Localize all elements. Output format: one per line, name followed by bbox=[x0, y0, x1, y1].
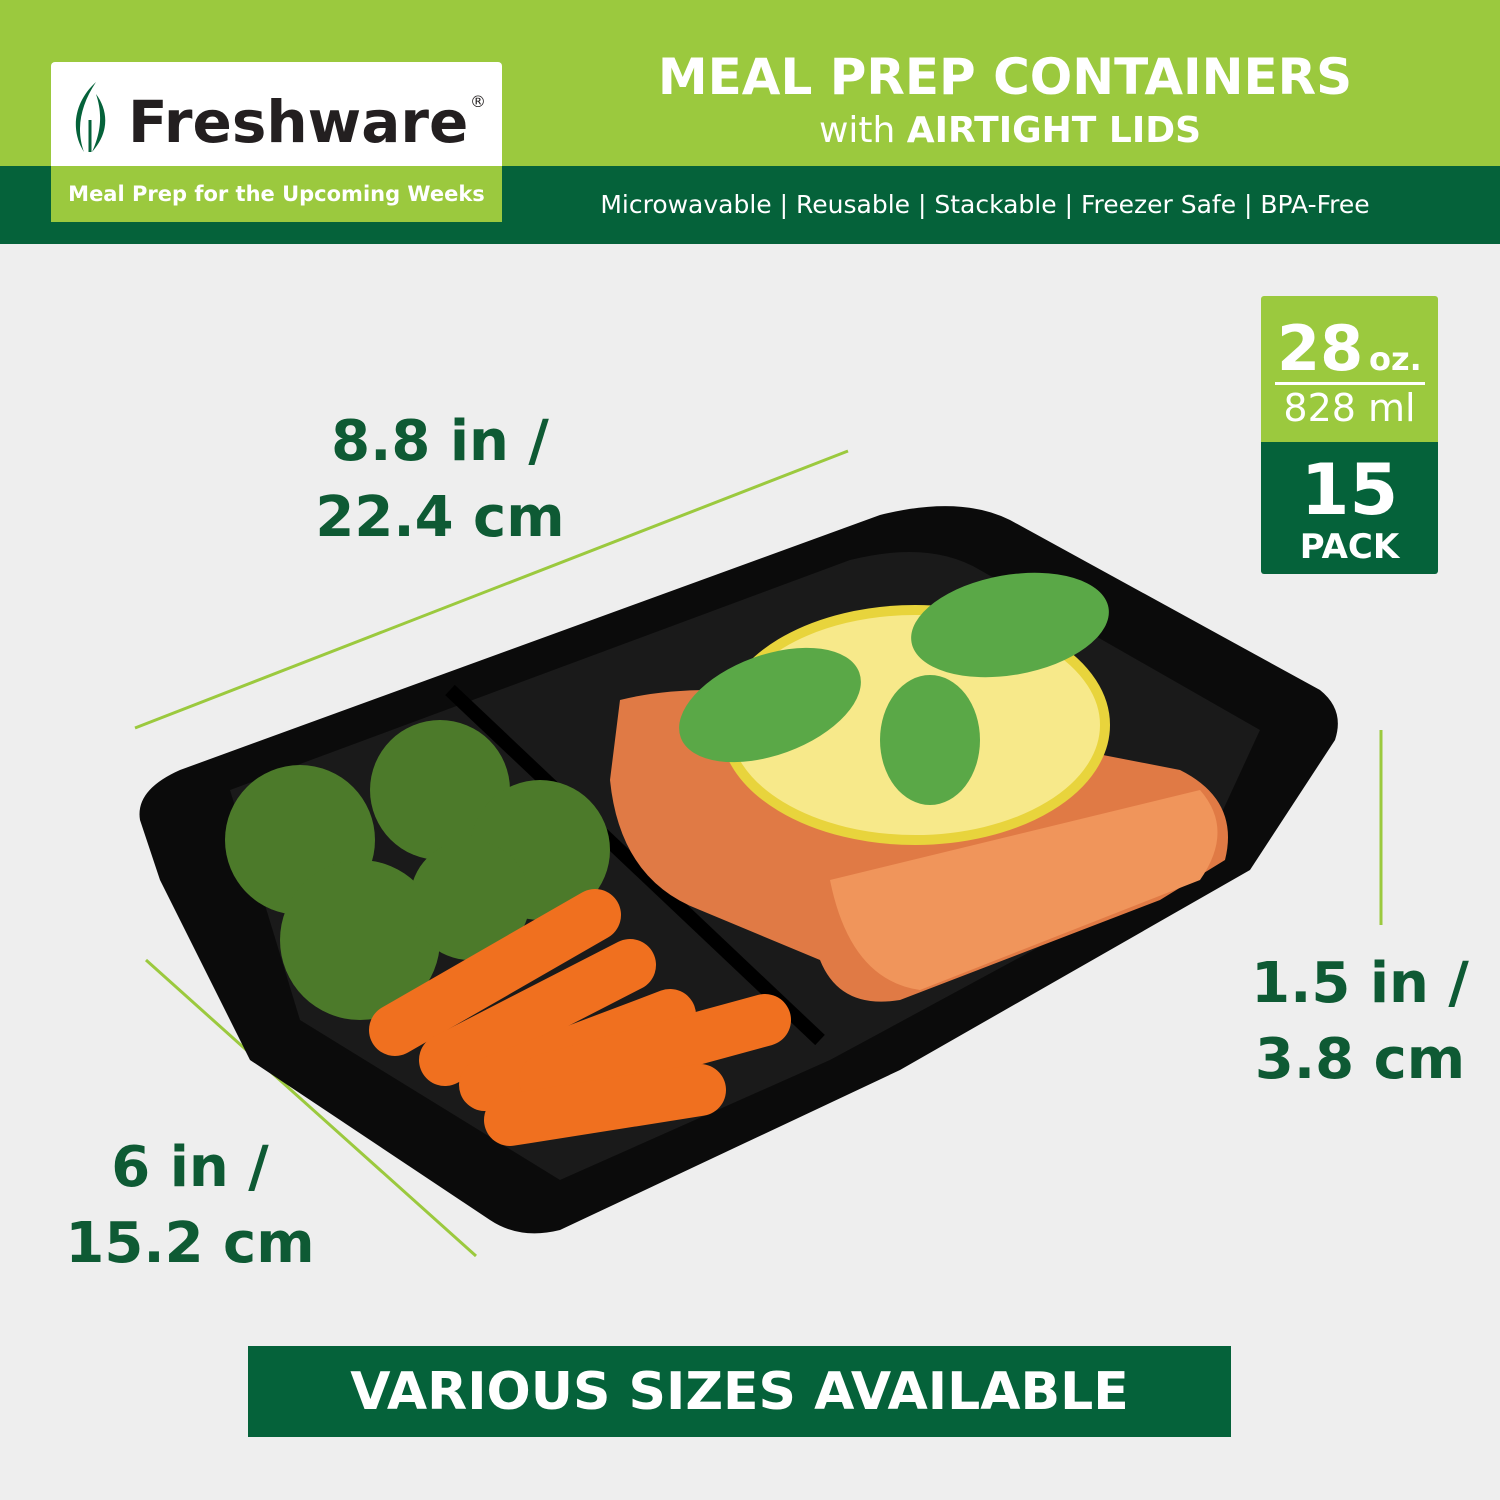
length-imperial: 8.8 in / bbox=[331, 409, 549, 474]
width-dimension: 6 in / 15.2 cm bbox=[50, 1130, 330, 1282]
pack-label: PACK bbox=[1299, 527, 1400, 567]
page-title: MEAL PREP CONTAINERS bbox=[657, 48, 1353, 106]
length-metric: 22.4 cm bbox=[315, 485, 565, 550]
brand-name: Freshware bbox=[128, 88, 469, 156]
subtitle-prefix: with bbox=[818, 110, 896, 151]
height-metric: 3.8 cm bbox=[1254, 1027, 1466, 1092]
feature-list: Microwavable | Reusable | Stackable | Fr… bbox=[600, 190, 1370, 219]
capacity-pack-badge: 28 oz. 828 ml 15 PACK bbox=[1261, 296, 1438, 574]
capacity-unit: oz. bbox=[1369, 340, 1422, 378]
capacity-value: 28 bbox=[1277, 312, 1364, 385]
length-line bbox=[134, 449, 849, 730]
width-metric: 15.2 cm bbox=[65, 1211, 315, 1276]
height-imperial: 1.5 in / bbox=[1251, 951, 1469, 1016]
page-subtitle: with AIRTIGHT LIDS bbox=[560, 110, 1460, 151]
mint-leaves bbox=[679, 572, 1109, 805]
height-dimension: 1.5 in / 3.8 cm bbox=[1230, 946, 1490, 1098]
sizes-banner: VARIOUS SIZES AVAILABLE bbox=[248, 1346, 1231, 1437]
width-imperial: 6 in / bbox=[111, 1135, 269, 1200]
length-dimension: 8.8 in / 22.4 cm bbox=[300, 404, 580, 556]
brand-tagline: Meal Prep for the Upcoming Weeks bbox=[51, 166, 502, 222]
width-line bbox=[144, 958, 478, 1258]
subtitle-bold: AIRTIGHT LIDS bbox=[906, 110, 1202, 151]
pack-count: 15 bbox=[1300, 449, 1399, 531]
logo bbox=[51, 62, 502, 166]
registered-mark: ® bbox=[470, 92, 486, 111]
capacity-metric: 828 ml bbox=[1283, 386, 1416, 430]
leaf-icon bbox=[75, 82, 106, 152]
divider bbox=[1275, 382, 1425, 385]
broccoli bbox=[225, 720, 610, 1020]
carrots bbox=[369, 889, 791, 1146]
